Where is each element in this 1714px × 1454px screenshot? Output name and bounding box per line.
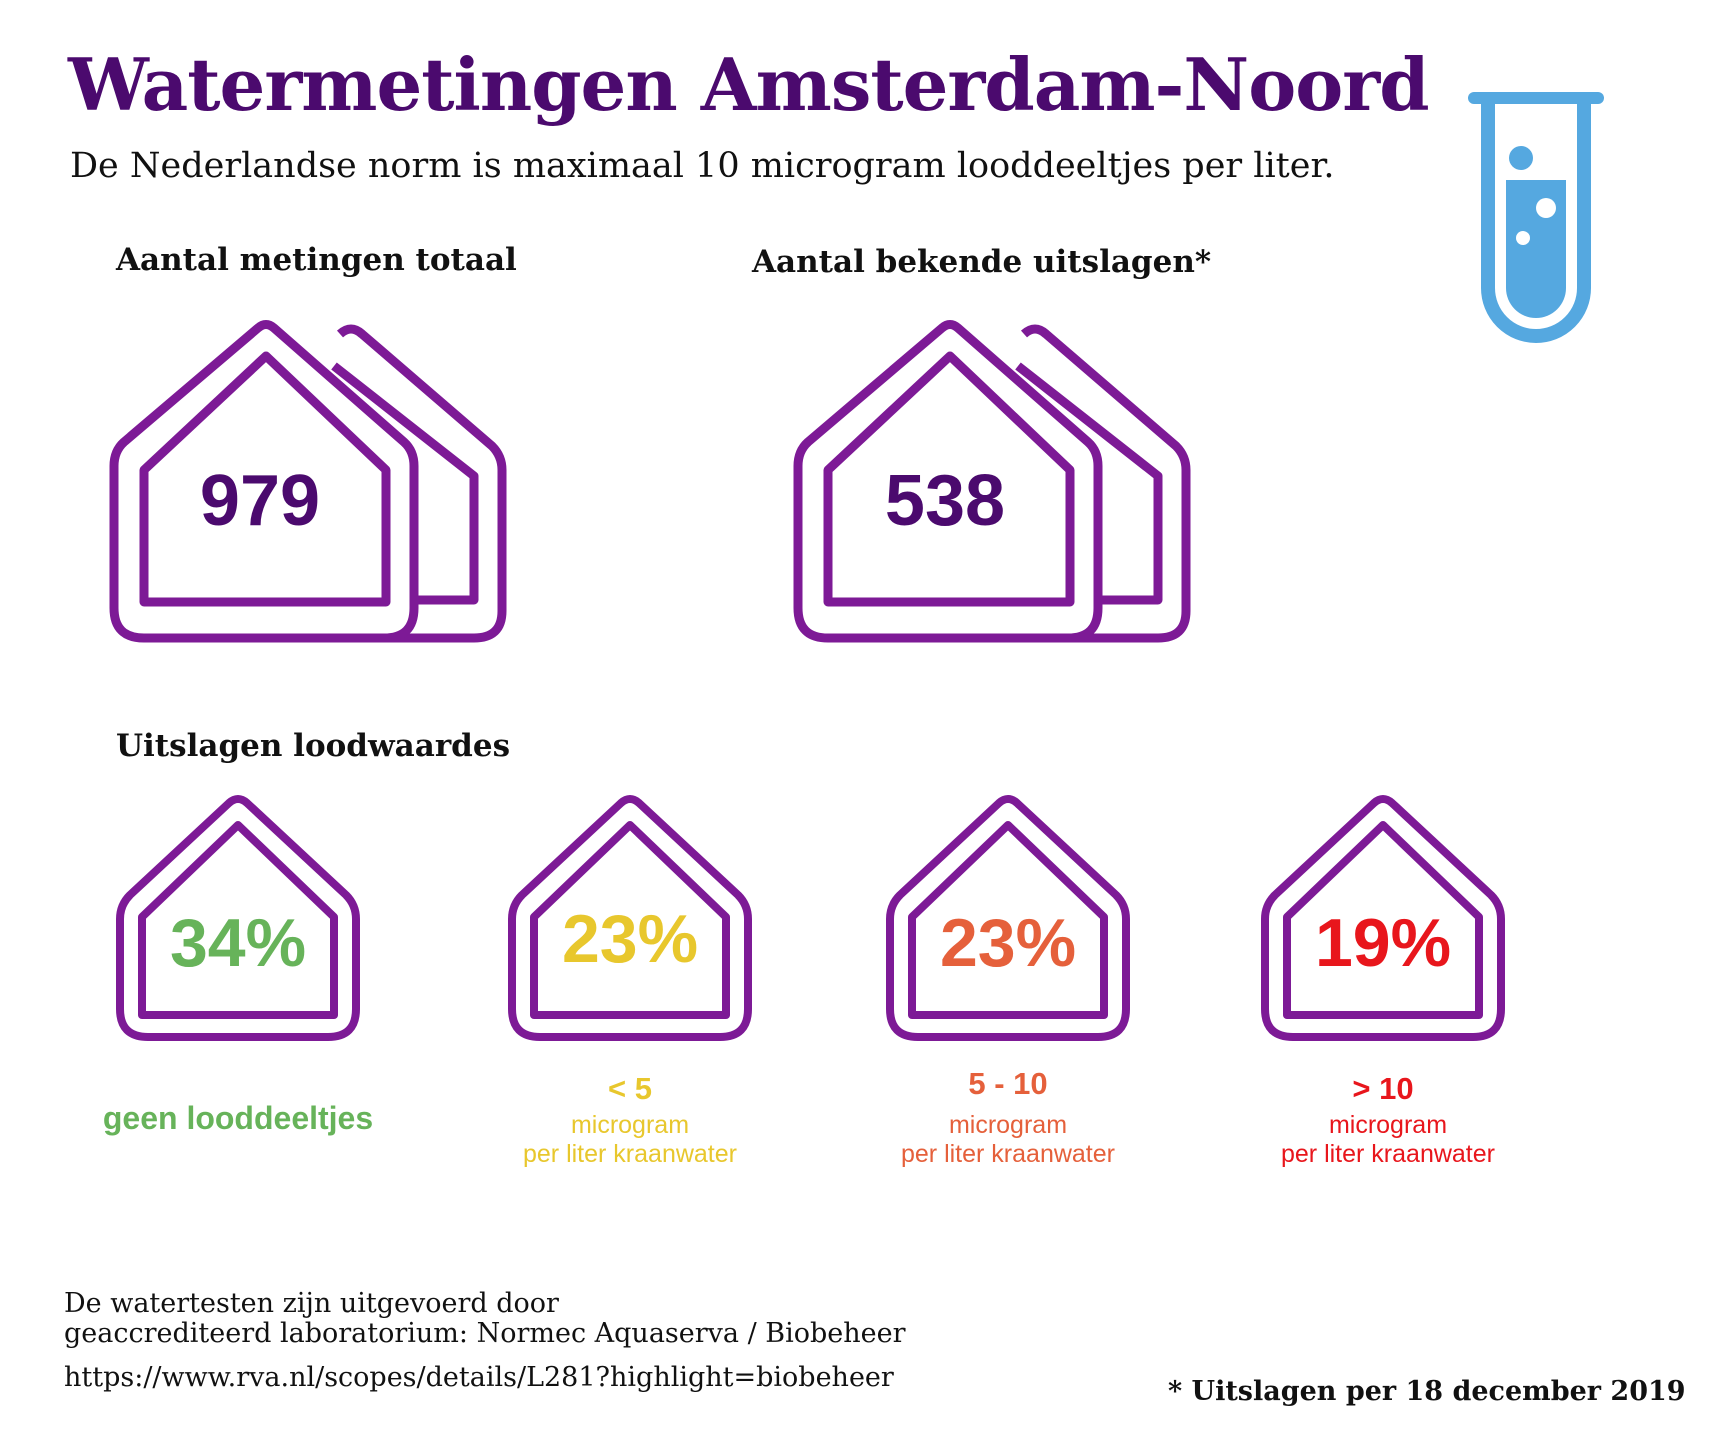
footer-line-1: De watertesten zijn uitgevoerd door xyxy=(64,1288,559,1319)
category-range-5-10: 5 - 10 xyxy=(968,1066,1048,1101)
footer-url[interactable]: https://www.rva.nl/scopes/details/L281?h… xyxy=(64,1362,894,1393)
total-measurements-heading: Aantal metingen totaal xyxy=(116,242,517,278)
category-unit-above-10: microgram per liter kraanwater xyxy=(1228,1111,1548,1169)
unit-line-1: microgram xyxy=(570,1111,690,1139)
total-measurements-value: 979 xyxy=(199,461,321,541)
unit-line-2: per liter kraanwater xyxy=(523,1140,737,1168)
house-icon xyxy=(886,795,1130,1041)
category-range-below-5: < 5 xyxy=(608,1071,652,1106)
unit-line-1: microgram xyxy=(1328,1111,1448,1139)
page-title: Watermetingen Amsterdam-Noord xyxy=(68,42,1430,127)
category-unit-below-5: microgram per liter kraanwater xyxy=(470,1111,790,1169)
footer-line-2: geaccrediteerd laboratorium: Normec Aqua… xyxy=(64,1318,906,1349)
test-tube-icon xyxy=(1468,92,1604,343)
unit-line-2: per liter kraanwater xyxy=(901,1140,1115,1168)
unit-line-2: per liter kraanwater xyxy=(1281,1140,1495,1168)
page-subtitle: De Nederlandse norm is maximaal 10 micro… xyxy=(70,146,1335,186)
category-percent-above-10: 19% xyxy=(1314,905,1452,981)
category-range-above-10: > 10 xyxy=(1352,1071,1414,1106)
house-icon xyxy=(508,795,752,1041)
category-label-none: geen looddeeltjes xyxy=(102,1100,374,1136)
unit-line-1: microgram xyxy=(948,1111,1068,1139)
house-icon xyxy=(1261,795,1505,1041)
known-results-value: 538 xyxy=(884,461,1006,541)
double-house-icon xyxy=(793,320,1191,643)
category-percent-5-10: 23% xyxy=(939,905,1077,981)
house-icon xyxy=(116,795,360,1041)
double-house-icon xyxy=(109,320,507,643)
known-results-heading: Aantal bekende uitslagen* xyxy=(752,244,1212,280)
results-heading: Uitslagen loodwaardes xyxy=(116,728,511,764)
footnote: * Uitslagen per 18 december 2019 xyxy=(1168,1376,1686,1407)
category-percent-below-5: 23% xyxy=(561,901,699,977)
category-percent-none: 34% xyxy=(169,905,307,981)
category-unit-5-10: microgram per liter kraanwater xyxy=(848,1111,1168,1169)
